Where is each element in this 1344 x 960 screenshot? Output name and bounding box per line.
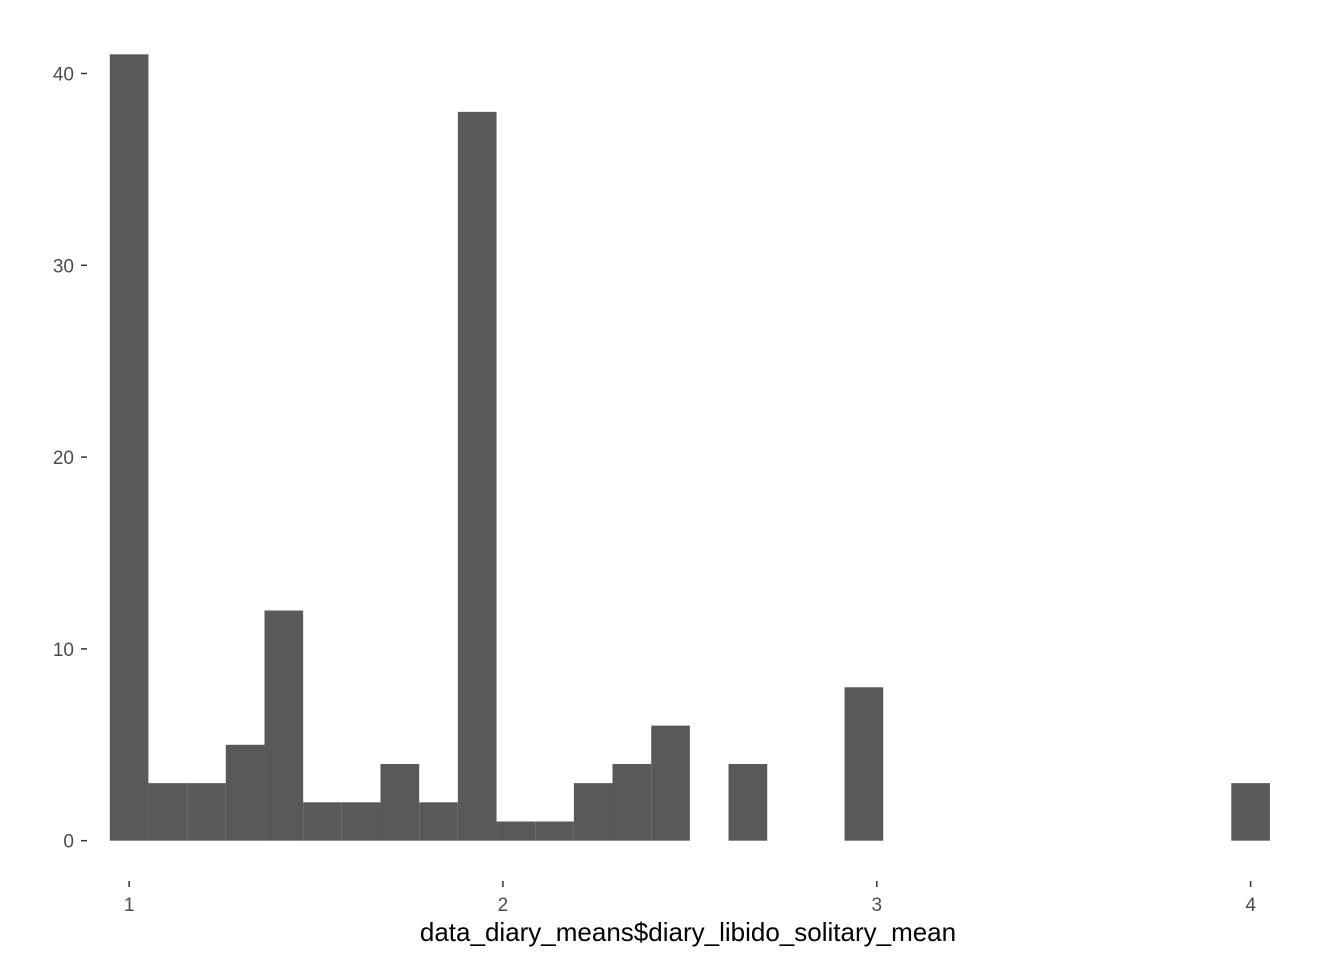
histogram-bars [109, 54, 1270, 841]
histogram-bar [612, 763, 652, 841]
histogram-bar [225, 744, 265, 841]
histogram-bar [457, 111, 497, 841]
y-tick-label: 0 [63, 832, 74, 853]
histogram-bar [573, 783, 613, 841]
histogram-bar [341, 802, 381, 841]
y-axis: 0 10 20 30 40 [53, 64, 87, 853]
x-tick-label: 1 [124, 895, 135, 916]
y-tick-label: 10 [53, 640, 74, 661]
histogram-bar [419, 802, 458, 841]
histogram-bar [1231, 783, 1270, 841]
histogram-bar [728, 763, 768, 841]
x-axis-title: data_diary_means$diary_libido_solitary_m… [420, 917, 956, 947]
histogram-bar [148, 783, 188, 841]
histogram-bar [109, 54, 149, 841]
y-tick-label: 20 [53, 448, 74, 469]
y-tick-label: 40 [53, 64, 74, 85]
histogram-bar [496, 821, 536, 841]
x-tick-label: 2 [498, 895, 509, 916]
y-tick-label: 30 [53, 256, 74, 277]
histogram-bar [844, 687, 884, 841]
histogram-bar [535, 821, 574, 841]
x-axis: 1 2 3 4 [124, 881, 1256, 916]
histogram-bar [303, 802, 342, 841]
histogram-bar [380, 763, 420, 841]
x-tick-label: 3 [871, 895, 882, 916]
histogram-bar [187, 783, 226, 841]
x-tick-label: 4 [1245, 895, 1256, 916]
histogram-bar [651, 725, 690, 841]
histogram-bar [264, 610, 304, 841]
